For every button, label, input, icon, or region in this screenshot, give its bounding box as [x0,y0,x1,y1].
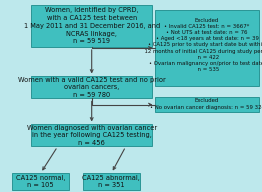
FancyBboxPatch shape [31,5,152,47]
FancyBboxPatch shape [83,173,139,190]
FancyBboxPatch shape [155,98,259,112]
Text: Women with a valid CA125 test and no prior
ovarian cancers,
n = 59 780: Women with a valid CA125 test and no pri… [18,77,166,98]
Text: CA125 abnormal,
n = 351: CA125 abnormal, n = 351 [83,175,140,188]
Text: Women diagnosed with ovarian cancer
in the year following CA125 testing,
n = 456: Women diagnosed with ovarian cancer in t… [27,125,157,146]
FancyBboxPatch shape [155,10,259,86]
Text: Women, identified by CPRD,
with a CA125 test between
1 May 2011 and 31 December : Women, identified by CPRD, with a CA125 … [24,7,160,44]
FancyBboxPatch shape [31,76,152,98]
FancyBboxPatch shape [31,124,152,146]
Text: Excluded
• No ovarian cancer diagnosis: n = 59 324: Excluded • No ovarian cancer diagnosis: … [150,98,262,110]
Text: Excluded
• Invalid CA125 test: n = 3667*
• Not UTS at test date: n = 76
• Aged <: Excluded • Invalid CA125 test: n = 3667*… [141,18,262,72]
Text: CA125 normal,
n = 105: CA125 normal, n = 105 [16,175,65,188]
FancyBboxPatch shape [13,173,69,190]
